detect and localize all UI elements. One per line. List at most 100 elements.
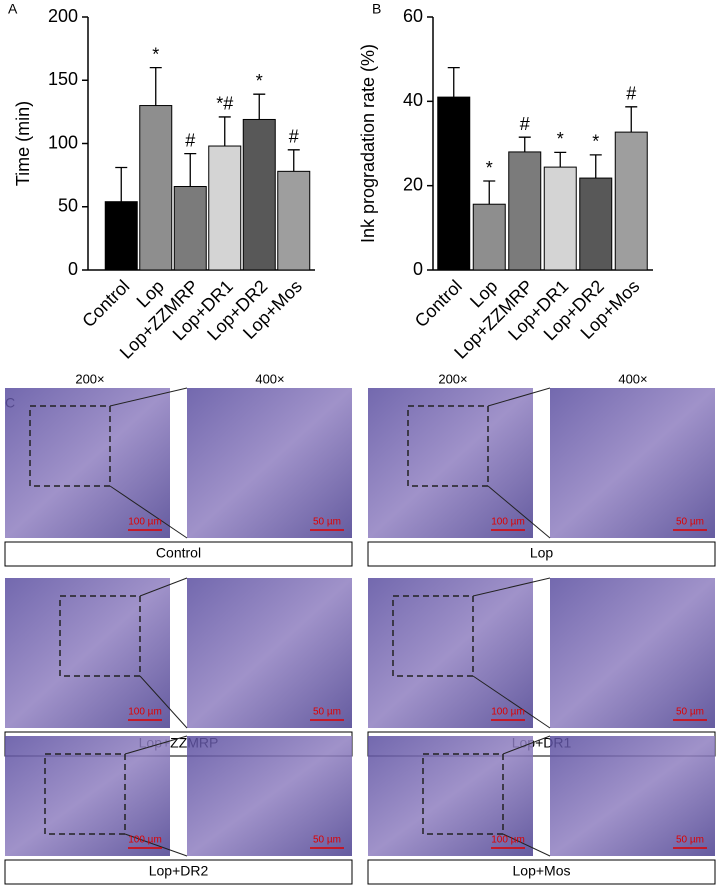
histology-image-200x	[368, 578, 533, 728]
error-bar	[149, 66, 162, 106]
zoom-line	[487, 485, 551, 539]
scale-bar-label: 100 µm	[491, 517, 525, 528]
y-axis-label: Time (min)	[13, 101, 33, 186]
error-bar	[115, 166, 128, 202]
significance-mark: #	[289, 127, 299, 147]
magnification-label: 200×	[75, 371, 104, 386]
zoom-box	[44, 753, 126, 835]
zoom-box	[29, 405, 111, 487]
bar	[139, 105, 173, 271]
scale-bar-label: 100 µm	[128, 707, 162, 718]
significance-mark: *	[557, 129, 564, 149]
panel-label: B	[372, 1, 381, 17]
x-tick-label: Control	[78, 276, 133, 331]
significance-mark: *	[152, 44, 159, 64]
bar	[579, 177, 613, 271]
histology-image-400x	[187, 388, 352, 538]
scale-bar-label: 50 µm	[313, 517, 341, 528]
x-tick-label: Control	[411, 276, 466, 331]
significance-mark: *	[486, 158, 493, 178]
y-tick-label: 0	[68, 259, 78, 279]
significance-mark: #	[626, 84, 636, 104]
scale-bar-label: 100 µm	[491, 835, 525, 846]
histology-image-200x	[5, 388, 170, 538]
bar	[437, 96, 471, 271]
error-bar	[253, 93, 266, 120]
significance-mark: *	[592, 132, 599, 152]
error-bar	[483, 180, 496, 205]
y-tick-label: 100	[48, 132, 78, 152]
bar	[173, 186, 207, 271]
zoom-line	[124, 833, 188, 857]
error-bar	[554, 151, 567, 168]
group-caption: Lop	[530, 545, 554, 561]
panel-label: A	[8, 1, 18, 17]
histology-image-200x	[368, 388, 533, 538]
y-tick-label: 60	[403, 6, 423, 26]
zoom-line	[109, 485, 188, 539]
y-tick-label: 200	[48, 6, 78, 26]
zoom-box	[59, 595, 141, 677]
zoom-line	[109, 387, 188, 407]
bar	[472, 203, 506, 271]
y-tick-label: 50	[58, 196, 78, 216]
y-tick-label: 0	[413, 259, 423, 279]
scale-bar-label: 100 µm	[128, 517, 162, 528]
error-bar	[625, 106, 638, 133]
scale-bar-label: 100 µm	[128, 835, 162, 846]
bar	[543, 166, 577, 271]
magnification-label: 400×	[618, 371, 647, 386]
y-axis-label: Ink progradation rate (%)	[358, 44, 378, 243]
caption-box	[367, 859, 716, 885]
magnification-label: 200×	[438, 371, 467, 386]
bar	[242, 118, 276, 271]
zoom-box	[422, 753, 504, 835]
error-bar	[589, 154, 602, 179]
zoom-line	[124, 735, 188, 755]
histology-image-200x	[5, 736, 170, 856]
bar	[104, 201, 138, 271]
caption-box	[367, 541, 716, 567]
histology-image-400x	[187, 736, 352, 856]
bar	[614, 131, 648, 271]
zoom-line	[139, 577, 188, 597]
y-tick-label: 150	[48, 69, 78, 89]
histology-image-400x	[550, 388, 715, 538]
scale-bar-label: 50 µm	[676, 835, 704, 846]
group-caption: Control	[156, 545, 201, 561]
significance-mark: *	[256, 71, 263, 91]
histology-image-200x	[368, 736, 533, 856]
significance-mark: *#	[216, 94, 233, 114]
zoom-box	[392, 595, 474, 677]
zoom-line	[139, 675, 188, 729]
magnification-label: 400×	[255, 371, 284, 386]
caption-box	[4, 859, 353, 885]
group-caption: Lop+Mos	[513, 863, 571, 879]
zoom-line	[487, 387, 551, 407]
histology-image-400x	[550, 578, 715, 728]
y-tick-label: 20	[403, 174, 423, 194]
histology-image-400x	[550, 736, 715, 856]
scale-bar-label: 50 µm	[313, 835, 341, 846]
zoom-line	[502, 735, 551, 755]
significance-mark: #	[185, 130, 195, 150]
histology-image-400x	[187, 578, 352, 728]
scale-bar-label: 50 µm	[676, 707, 704, 718]
zoom-line	[472, 675, 551, 729]
error-bar	[184, 152, 197, 187]
bar	[277, 170, 311, 271]
y-tick-label: 40	[403, 90, 423, 110]
error-bar	[218, 116, 231, 147]
group-caption: Lop+DR2	[149, 863, 209, 879]
scale-bar-label: 50 µm	[676, 517, 704, 528]
zoom-line	[502, 833, 551, 857]
error-bar	[518, 136, 531, 152]
zoom-line	[472, 577, 551, 597]
zoom-box	[407, 405, 489, 487]
bar	[508, 151, 542, 271]
scale-bar-label: 50 µm	[313, 707, 341, 718]
error-bar	[447, 66, 460, 98]
caption-box	[4, 541, 353, 567]
histology-image-200x	[5, 578, 170, 728]
